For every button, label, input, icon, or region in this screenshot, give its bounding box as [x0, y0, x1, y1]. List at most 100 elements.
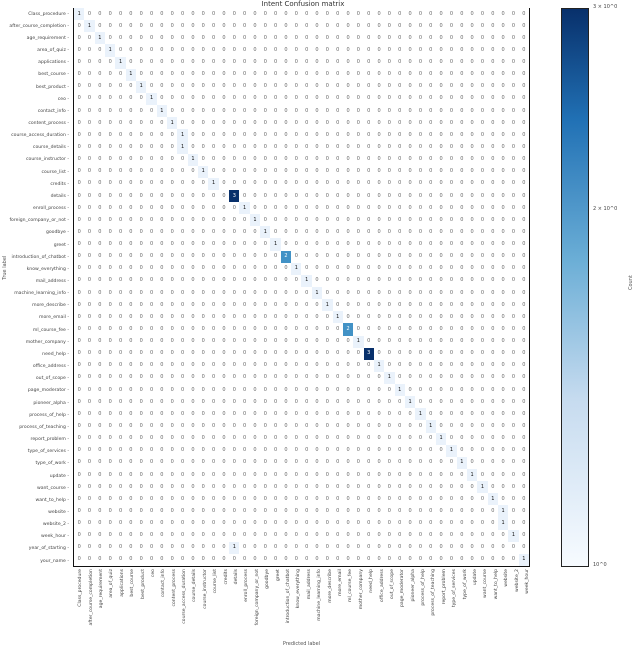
matrix-cell: 0 — [291, 68, 302, 81]
matrix-cell: 0 — [466, 396, 478, 409]
matrix-cell: 0 — [477, 8, 488, 21]
matrix-cell: 0 — [198, 214, 209, 227]
matrix-cell: 0 — [208, 262, 219, 275]
matrix-cell: 0 — [415, 481, 426, 494]
x-tick-label: course_details — [192, 569, 198, 602]
matrix-cell: 0 — [373, 117, 385, 130]
matrix-cell: 0 — [456, 202, 467, 215]
matrix-cell: 0 — [105, 371, 116, 385]
matrix-cell: 0 — [167, 359, 178, 372]
matrix-cell: 0 — [373, 299, 385, 312]
matrix-cell: 0 — [156, 335, 168, 348]
matrix-cell: 0 — [404, 250, 416, 263]
matrix-cell: 0 — [218, 262, 230, 275]
matrix-cell: 0 — [239, 517, 250, 530]
y-tick-label: out_of_scope - — [35, 376, 69, 382]
matrix-cell: 0 — [446, 323, 457, 336]
matrix-cell: 0 — [435, 141, 447, 154]
matrix-cell: 0 — [332, 359, 343, 372]
matrix-cell: 0 — [301, 8, 312, 21]
matrix-cell: 0 — [260, 347, 271, 360]
matrix-cell: 0 — [466, 493, 478, 506]
matrix-cell: 0 — [115, 529, 126, 542]
matrix-cell: 0 — [425, 56, 436, 69]
matrix-cell: 0 — [156, 141, 168, 154]
matrix-cell: 0 — [136, 335, 147, 348]
matrix-cell: 0 — [187, 335, 199, 348]
matrix-cell: 0 — [208, 517, 219, 530]
matrix-cell: 0 — [384, 32, 395, 45]
matrix-cell: 0 — [249, 177, 261, 190]
matrix-cell: 0 — [446, 420, 457, 433]
matrix-cell: 0 — [497, 384, 509, 397]
matrix-cell: 0 — [218, 165, 230, 178]
matrix-cell: 0 — [84, 226, 95, 239]
matrix-cell: 0 — [187, 8, 199, 21]
matrix-cell: 0 — [415, 262, 426, 275]
matrix-cell: 0 — [260, 553, 271, 566]
matrix-cell: 0 — [425, 153, 436, 166]
matrix-cell: 0 — [435, 347, 447, 360]
matrix-cell: 0 — [229, 274, 240, 287]
matrix-cell: 0 — [404, 165, 416, 178]
matrix-cell: 0 — [518, 189, 529, 203]
matrix-cell: 0 — [497, 323, 509, 336]
matrix-cell: 0 — [125, 408, 137, 421]
matrix-cell: 1 — [167, 117, 178, 130]
matrix-cell: 0 — [322, 553, 333, 566]
matrix-cell: 0 — [508, 262, 519, 275]
matrix-cell: 0 — [249, 250, 261, 263]
matrix-cell: 0 — [280, 384, 292, 397]
matrix-cell: 0 — [415, 32, 426, 45]
matrix-cell: 0 — [198, 408, 209, 421]
matrix-cell: 0 — [218, 117, 230, 130]
matrix-cell: 0 — [373, 347, 385, 360]
matrix-cell: 0 — [466, 444, 478, 457]
matrix-cell: 0 — [477, 335, 488, 348]
matrix-cell: 0 — [74, 468, 85, 482]
matrix-cell: 0 — [177, 541, 188, 554]
matrix-cell: 0 — [249, 420, 261, 433]
matrix-cell: 0 — [249, 44, 261, 57]
matrix-cell: 0 — [208, 165, 219, 178]
matrix-cell: 0 — [280, 20, 292, 33]
matrix-cell: 0 — [394, 456, 405, 469]
matrix-cell: 0 — [477, 274, 488, 287]
matrix-cell: 0 — [425, 408, 436, 421]
matrix-cell: 0 — [94, 553, 106, 566]
matrix-cell: 0 — [239, 359, 250, 372]
matrix-cell: 0 — [487, 250, 498, 263]
matrix-cell: 0 — [446, 44, 457, 57]
matrix-cell: 0 — [363, 20, 374, 33]
matrix-cell: 0 — [218, 481, 230, 494]
matrix-cell: 0 — [415, 141, 426, 154]
matrix-cell: 0 — [384, 177, 395, 190]
matrix-cell: 0 — [115, 396, 126, 409]
matrix-cell: 0 — [146, 432, 157, 445]
matrix-cell: 0 — [239, 468, 250, 482]
matrix-cell: 0 — [518, 226, 529, 239]
matrix-cell: 0 — [156, 238, 168, 251]
matrix-cell: 0 — [446, 396, 457, 409]
matrix-cell: 0 — [487, 444, 498, 457]
matrix-cell: 0 — [218, 408, 230, 421]
matrix-cell: 0 — [322, 517, 333, 530]
matrix-cell: 0 — [105, 456, 116, 469]
matrix-cell: 0 — [74, 105, 85, 118]
matrix-cell: 0 — [270, 129, 281, 142]
matrix-cell: 0 — [105, 214, 116, 227]
matrix-cell: 0 — [74, 165, 85, 178]
matrix-cell: 0 — [404, 287, 416, 300]
matrix-cell: 0 — [404, 8, 416, 21]
matrix-cell: 0 — [270, 250, 281, 263]
matrix-cell: 0 — [218, 371, 230, 385]
matrix-cell: 0 — [249, 141, 261, 154]
matrix-cell: 0 — [239, 371, 250, 385]
matrix-cell: 0 — [342, 493, 354, 506]
x-tick-label: Class_procedure — [78, 569, 84, 607]
matrix-cell: 0 — [466, 529, 478, 542]
y-tick-label: enroll_process - — [33, 206, 69, 212]
matrix-cell: 0 — [322, 456, 333, 469]
matrix-cell: 0 — [435, 323, 447, 336]
matrix-cell: 0 — [311, 505, 323, 518]
